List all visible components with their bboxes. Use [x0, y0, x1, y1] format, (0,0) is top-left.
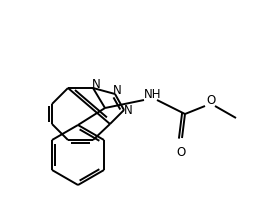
Text: O: O — [206, 94, 216, 106]
Text: N: N — [92, 78, 100, 92]
Text: N: N — [113, 84, 121, 97]
Text: N: N — [124, 103, 132, 116]
Text: O: O — [176, 146, 186, 159]
Text: NH: NH — [144, 89, 162, 102]
